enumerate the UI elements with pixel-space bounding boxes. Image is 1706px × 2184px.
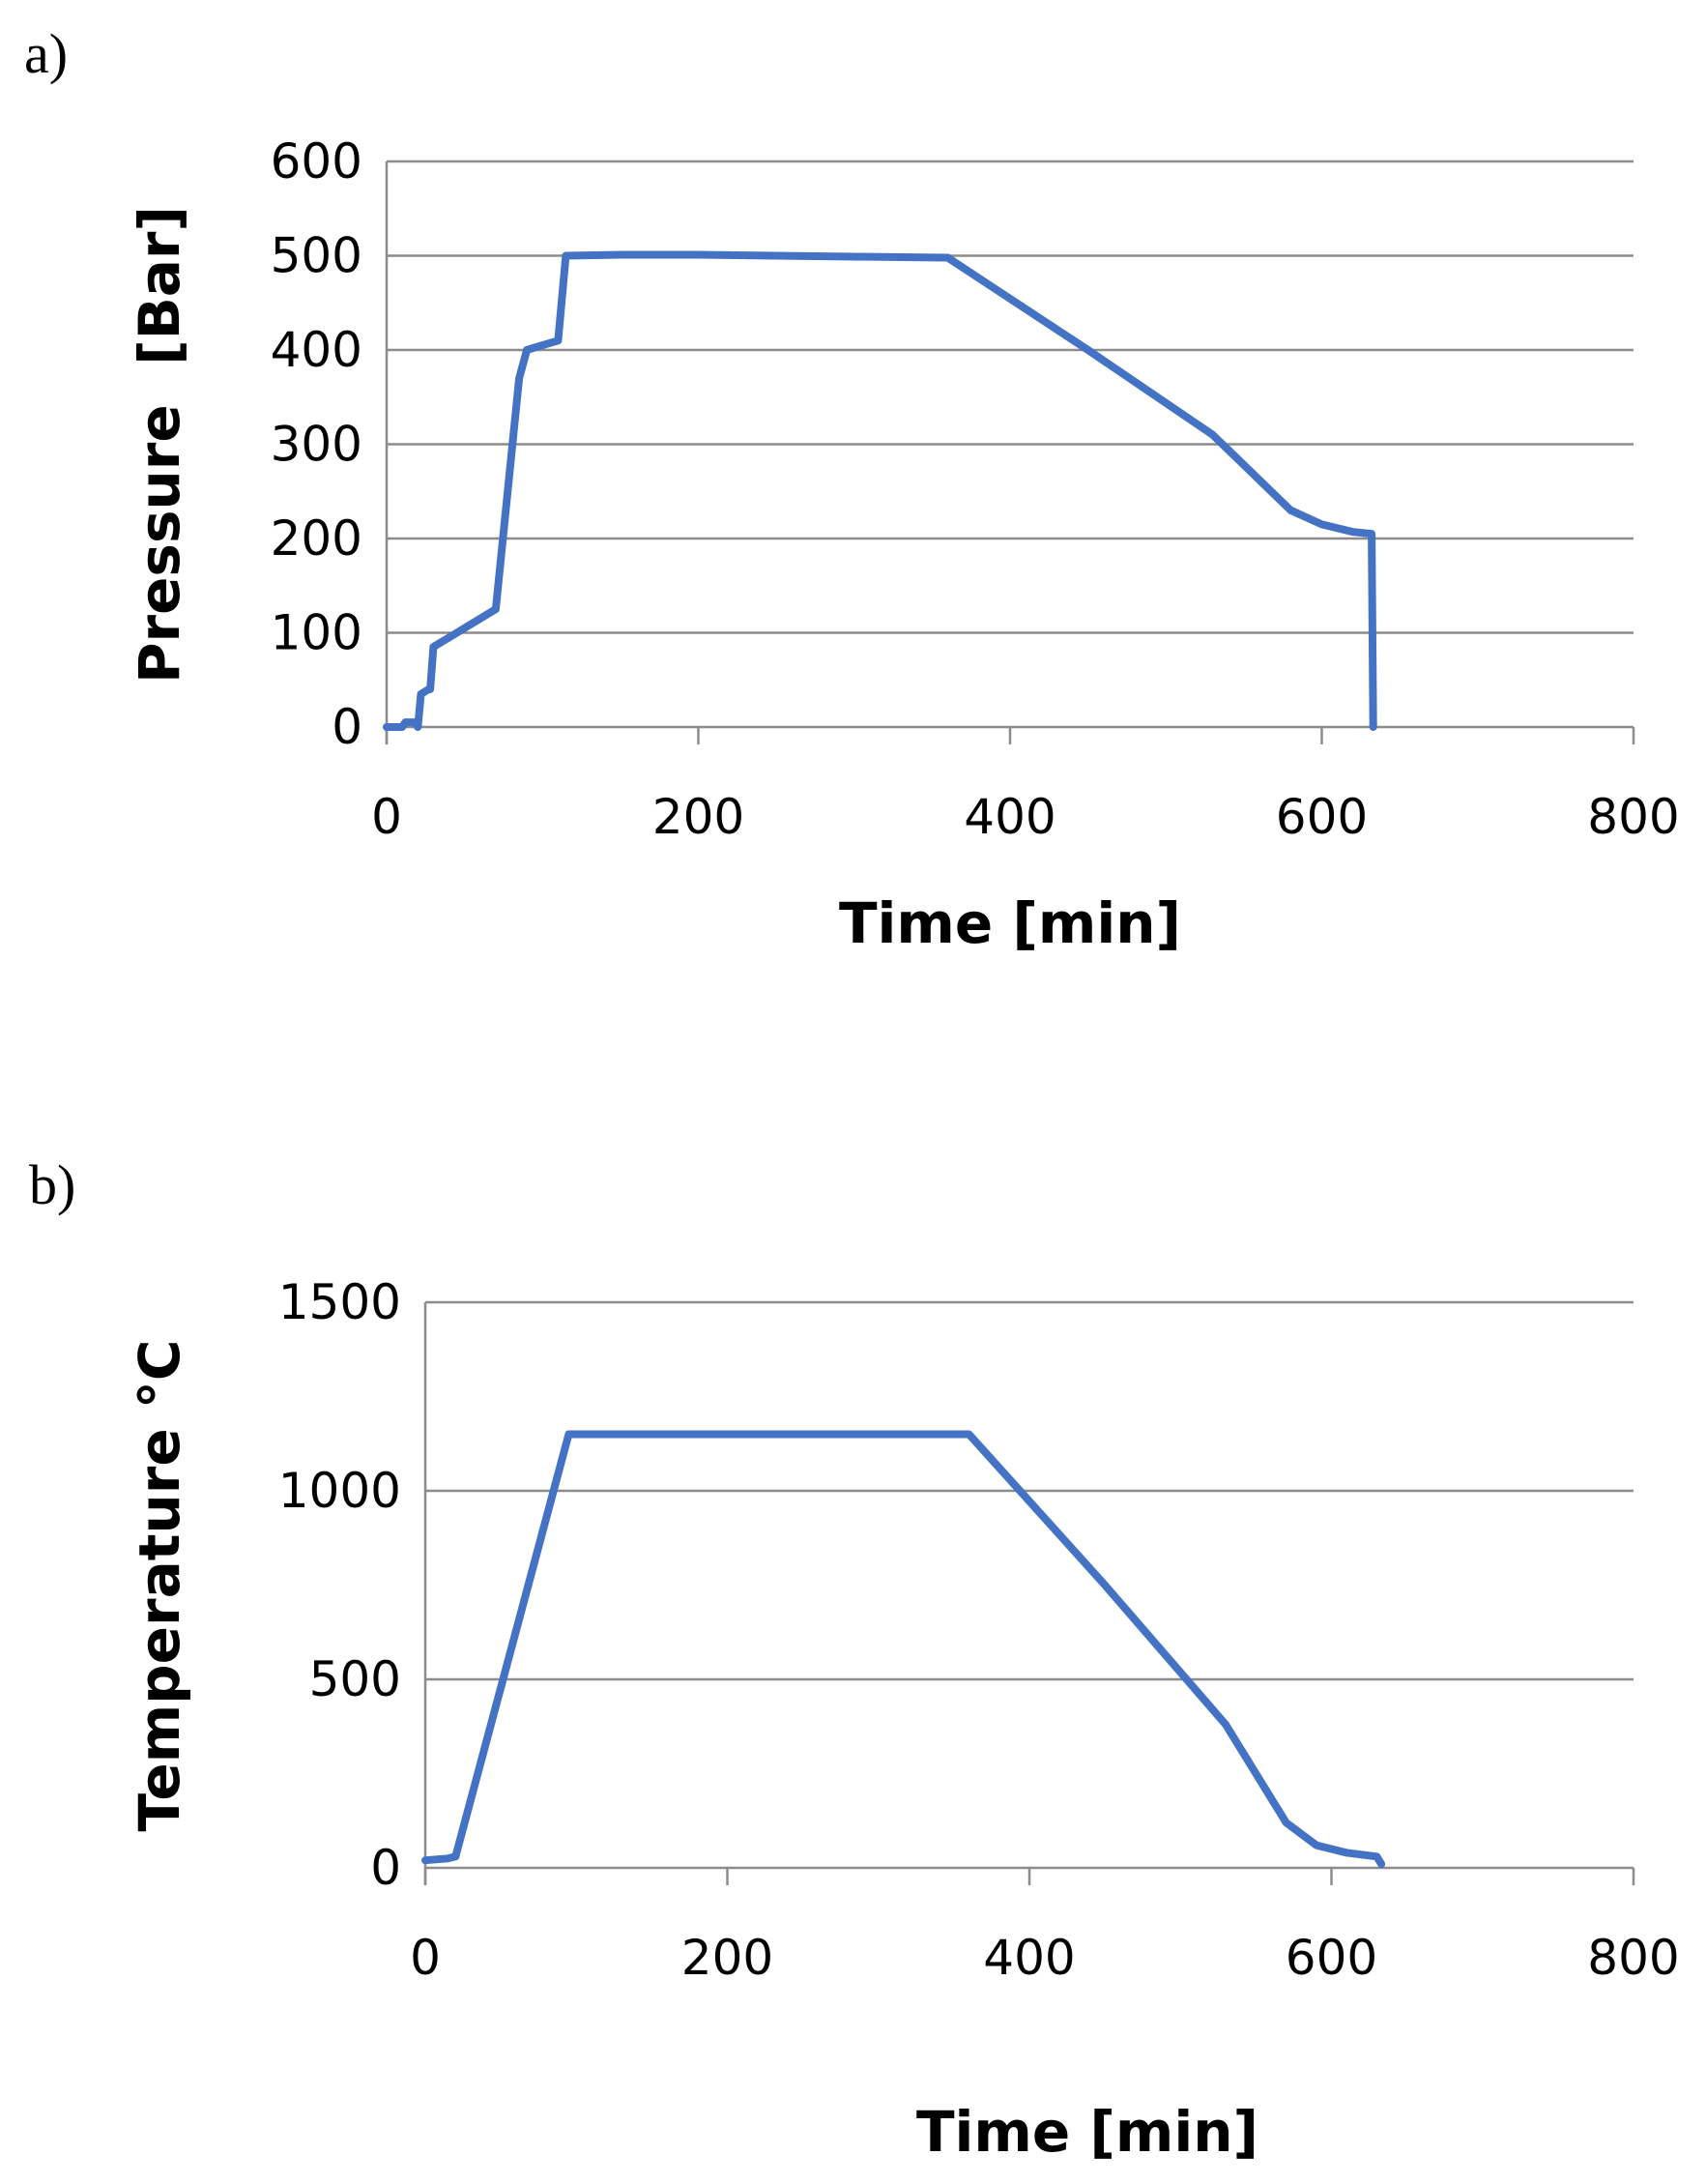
a-x-axis-title: Time [min] xyxy=(839,890,1181,956)
b-y-tick-label: 0 xyxy=(370,1840,401,1896)
a-x-tick-label: 400 xyxy=(964,789,1055,845)
a-x-tick-label: 800 xyxy=(1587,789,1679,845)
b-x-axis-title: Time [min] xyxy=(916,2099,1258,2165)
b-x-tick-label: 400 xyxy=(983,1930,1075,1986)
panel-label-b: b) xyxy=(29,1153,76,1216)
b-x-tick-label: 0 xyxy=(410,1930,441,1986)
panel-label-a: a) xyxy=(24,22,69,85)
a-y-axis-title: Pressure [Bar] xyxy=(127,206,192,684)
pressure-chart: 0 100 200 300 400 500 600 0 200 400 600 800 Time [mi… xyxy=(127,133,1680,956)
b-y-tick-label: 500 xyxy=(309,1651,401,1707)
a-y-tick-label: 100 xyxy=(271,605,362,661)
b-series-line-temperature xyxy=(421,1430,1386,1869)
b-y-axis-title: Temperature °C xyxy=(127,1340,192,1832)
a-x-tick-label: 200 xyxy=(652,789,744,845)
a-y-tick-label: 400 xyxy=(271,322,362,378)
a-y-tick-label: 600 xyxy=(271,133,362,189)
a-series-line-pressure xyxy=(383,250,1377,731)
temperature-chart: 0 500 1000 1500 0 200 400 600 800 Time [min] Tempe… xyxy=(127,1274,1680,2165)
a-y-tick-label: 200 xyxy=(271,510,362,567)
a-x-tick-label: 0 xyxy=(371,789,402,845)
a-y-tick-label: 500 xyxy=(271,228,362,284)
b-x-tick-label: 600 xyxy=(1286,1930,1377,1986)
a-y-tick-label: 300 xyxy=(271,417,362,473)
b-x-tick-label: 800 xyxy=(1587,1930,1679,1986)
b-y-tick-label: 1000 xyxy=(278,1463,401,1519)
b-y-tick-label: 1500 xyxy=(278,1274,401,1330)
a-y-tick-label: 0 xyxy=(332,699,362,755)
b-x-tick-label: 200 xyxy=(681,1930,773,1986)
a-x-tick-label: 600 xyxy=(1276,789,1368,845)
